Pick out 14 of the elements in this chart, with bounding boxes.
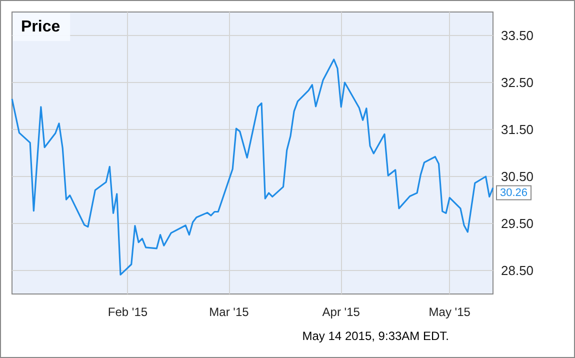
x-tick-label: Apr '15 xyxy=(322,305,360,319)
chart-title: Price xyxy=(21,18,60,36)
line-series xyxy=(11,58,494,276)
y-tick-label: 33.50 xyxy=(501,28,534,43)
x-tick-label: May '15 xyxy=(428,305,471,319)
x-tick-label: Feb '15 xyxy=(108,305,148,319)
text: May 14 2015, 9:33AM EDT. xyxy=(302,329,450,343)
x-tick-label: Mar '15 xyxy=(209,305,250,319)
y-tick-label: 28.50 xyxy=(501,263,534,278)
y-tick-label: 29.50 xyxy=(501,216,534,231)
data-label: 30.26 xyxy=(500,186,528,199)
y-tick-label: 30.50 xyxy=(501,169,534,184)
y-tick-label: 31.50 xyxy=(501,122,534,137)
y-tick-label: 32.50 xyxy=(501,75,534,90)
